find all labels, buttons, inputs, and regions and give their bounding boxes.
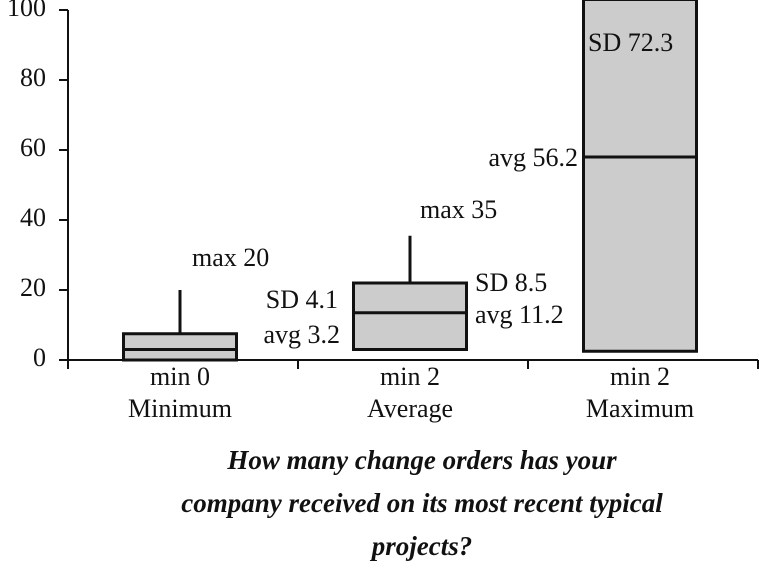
y-tick-label: 80	[20, 63, 46, 92]
avg-label: avg 3.2	[263, 320, 340, 349]
sd-label: SD 8.5	[475, 268, 547, 297]
x-tick-label: Maximum	[586, 394, 694, 423]
box	[582, 0, 698, 353]
box	[122, 332, 238, 362]
chart-title: company received on its most recent typi…	[181, 488, 663, 518]
y-tick-label: 60	[20, 133, 46, 162]
sd-label: SD 72.3	[588, 28, 673, 57]
sd-label: SD 4.1	[266, 285, 338, 314]
min-label: min 2	[380, 362, 440, 391]
chart-title: How many change orders has your	[226, 445, 617, 475]
y-tick-label: 100	[7, 0, 46, 22]
chart-title: projects?	[370, 531, 473, 561]
y-tick-label: 40	[20, 203, 46, 232]
y-tick-label: 0	[33, 343, 46, 372]
min-label: min 0	[150, 362, 210, 391]
max-label: max 20	[192, 243, 269, 272]
y-tick-label: 20	[20, 273, 46, 302]
box	[352, 281, 468, 351]
min-label: min 2	[610, 362, 670, 391]
avg-label: avg 11.2	[475, 300, 564, 329]
x-tick-label: Average	[367, 394, 453, 423]
max-label: max 35	[420, 195, 497, 224]
avg-label: avg 56.2	[488, 143, 578, 172]
x-tick-label: Minimum	[128, 394, 232, 423]
